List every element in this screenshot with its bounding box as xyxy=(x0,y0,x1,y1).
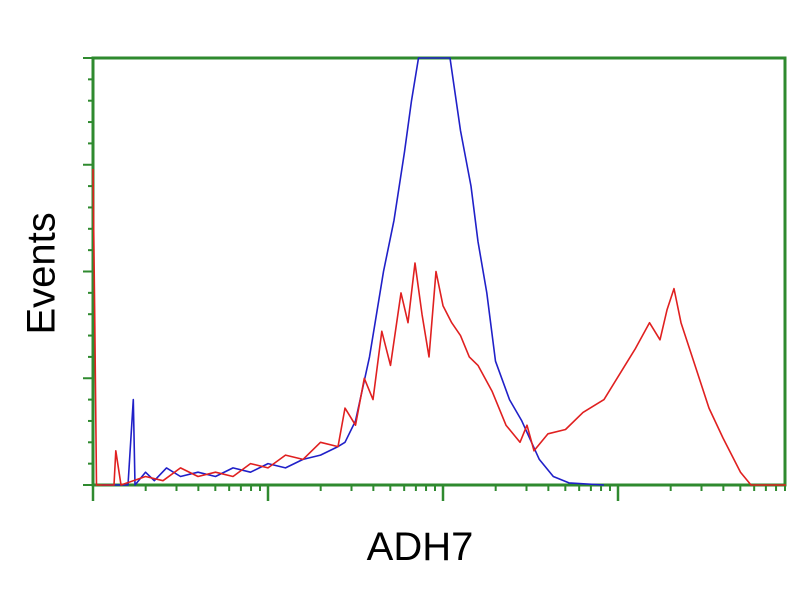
y-axis-label: Events xyxy=(19,212,64,335)
series-line-2 xyxy=(92,168,786,486)
plot-frame xyxy=(91,56,787,487)
x-axis-label: ADH7 xyxy=(366,525,474,569)
